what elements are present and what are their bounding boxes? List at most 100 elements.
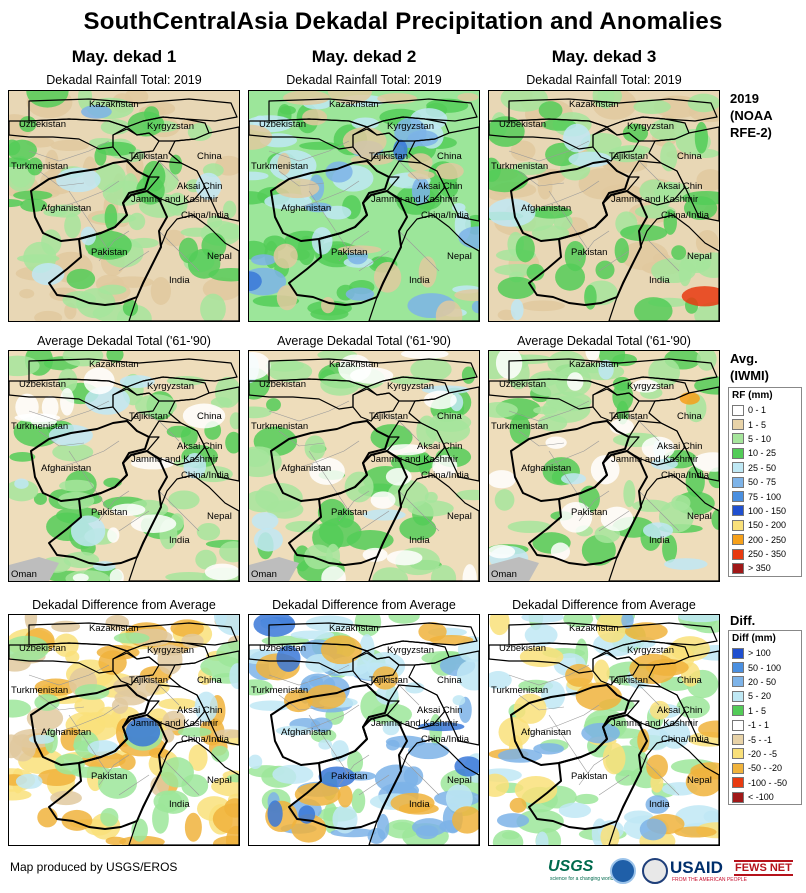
country-label: Turkmenistan [11, 421, 68, 432]
border-uzbekistan [9, 378, 128, 410]
country-label: Nepal [687, 251, 712, 262]
province-line [338, 754, 370, 786]
border-uzbekistan [249, 642, 368, 674]
precipitation-patch [170, 619, 204, 638]
country-label: Afghanistan [281, 727, 331, 738]
precipitation-patch [382, 721, 400, 736]
precipitation-patch [249, 171, 269, 181]
precipitation-patch [87, 247, 128, 258]
precipitation-patch [72, 573, 89, 581]
precipitation-patch [650, 196, 670, 209]
map-canvas: Kazakhstan Uzbekistan Kyrgyzstan Turkmenist… [489, 615, 719, 845]
map-title: Average Dekadal Total ('61-'90) [517, 334, 691, 348]
province-line [268, 140, 350, 162]
precipitation-patch [152, 803, 169, 834]
border-uzbekistan [489, 642, 608, 674]
precipitation-patch [250, 254, 277, 266]
country-label: Jammu and Kashmir [371, 454, 458, 465]
legend-title: RF (mm) [732, 390, 773, 401]
average-map-dekad-3: Kazakhstan Uzbekistan Kyrgyzstan Turkmenist… [488, 350, 720, 582]
precipitation-patch [344, 471, 374, 503]
precipitation-patch [400, 351, 449, 359]
precipitation-patch [283, 91, 330, 105]
legend-item: 1 - 5 [729, 417, 801, 431]
country-label: India [649, 799, 670, 810]
border-afghanistan [30, 684, 150, 766]
country-label: Pakistan [571, 507, 607, 518]
legend-item: -50 - -20 [729, 761, 801, 775]
province-line [28, 664, 110, 686]
precipitation-patch [452, 695, 466, 706]
legend-swatch [732, 462, 744, 474]
border-china [168, 650, 239, 746]
precipitation-patch [9, 139, 37, 161]
precipitation-patch [537, 173, 553, 200]
precipitation-patch [304, 544, 333, 570]
province-line [578, 230, 610, 262]
legend-label: 250 - 350 [748, 549, 787, 560]
map-title: Dekadal Rainfall Total: 2019 [526, 73, 682, 87]
row-label-rainfall: 2019 (NOAA RFE-2) [730, 91, 773, 140]
precipitation-patch [93, 561, 116, 572]
country-label: Jammu and Kashmir [131, 194, 218, 205]
precipitation-patch [642, 522, 674, 539]
precipitation-patch [471, 300, 479, 314]
precipitation-patch [267, 800, 283, 827]
difference-map-dekad-3: Kazakhstan Uzbekistan Kyrgyzstan Turkmenist… [488, 614, 720, 846]
country-label: India [169, 275, 190, 286]
country-label: Kyrgyzstan [387, 121, 434, 132]
legend-item: 1 - 5 [729, 704, 801, 718]
precipitation-patch [641, 436, 675, 460]
country-label: Jammu and Kashmir [611, 454, 698, 465]
precipitation-patch [285, 520, 321, 533]
country-label: Turkmenistan [251, 161, 308, 172]
country-label: Uzbekistan [499, 119, 546, 130]
precipitation-patch [9, 734, 36, 762]
precipitation-patch [623, 480, 636, 508]
border-china [408, 386, 479, 482]
legend-label: > 100 [748, 648, 771, 659]
province-line [48, 704, 120, 736]
difference-map-dekad-2: Kazakhstan Uzbekistan Kyrgyzstan Turkmenist… [248, 614, 480, 846]
province-line [358, 774, 390, 796]
legend-title: Diff (mm) [732, 633, 776, 644]
border-india_west [608, 738, 719, 845]
precipitation-patch [327, 91, 373, 105]
precipitation-patch [229, 412, 239, 430]
legend-label: 5 - 10 [748, 433, 772, 444]
country-label: Tajikistan [369, 151, 408, 162]
country-label: Turkmenistan [251, 685, 308, 696]
legend-label: 200 - 250 [748, 534, 787, 545]
legend-swatch [732, 647, 744, 659]
legend-swatch [732, 491, 744, 503]
legend-swatch [732, 690, 744, 702]
precipitation-patch [687, 93, 719, 113]
precipitation-patch [37, 807, 58, 828]
border-china [408, 126, 479, 222]
precipitation-patch [294, 782, 341, 806]
precipitation-patch [104, 203, 118, 231]
country-label: Kyrgyzstan [387, 645, 434, 656]
legend-item: 5 - 20 [729, 689, 801, 703]
country-label: India [649, 535, 670, 546]
province-line [338, 490, 370, 522]
precipitation-patch [65, 650, 80, 664]
country-label: Kyrgyzstan [147, 381, 194, 392]
precipitation-patch [200, 293, 226, 321]
precipitation-patch [593, 659, 610, 686]
country-label: China [197, 411, 223, 422]
precipitation-patch [711, 508, 719, 530]
precipitation-patch [337, 245, 382, 254]
province-line [68, 714, 110, 776]
province-line [398, 230, 440, 272]
precipitation-patch [489, 116, 525, 147]
precipitation-patch [310, 728, 337, 743]
country-label: Turkmenistan [11, 161, 68, 172]
precipitation-patch [50, 790, 82, 806]
precipitation-patch [310, 307, 349, 321]
precipitation-patch [77, 91, 93, 111]
country-label: India [409, 275, 430, 286]
province-line [578, 754, 610, 786]
border-india_west [608, 474, 719, 581]
precipitation-patch [94, 146, 107, 166]
